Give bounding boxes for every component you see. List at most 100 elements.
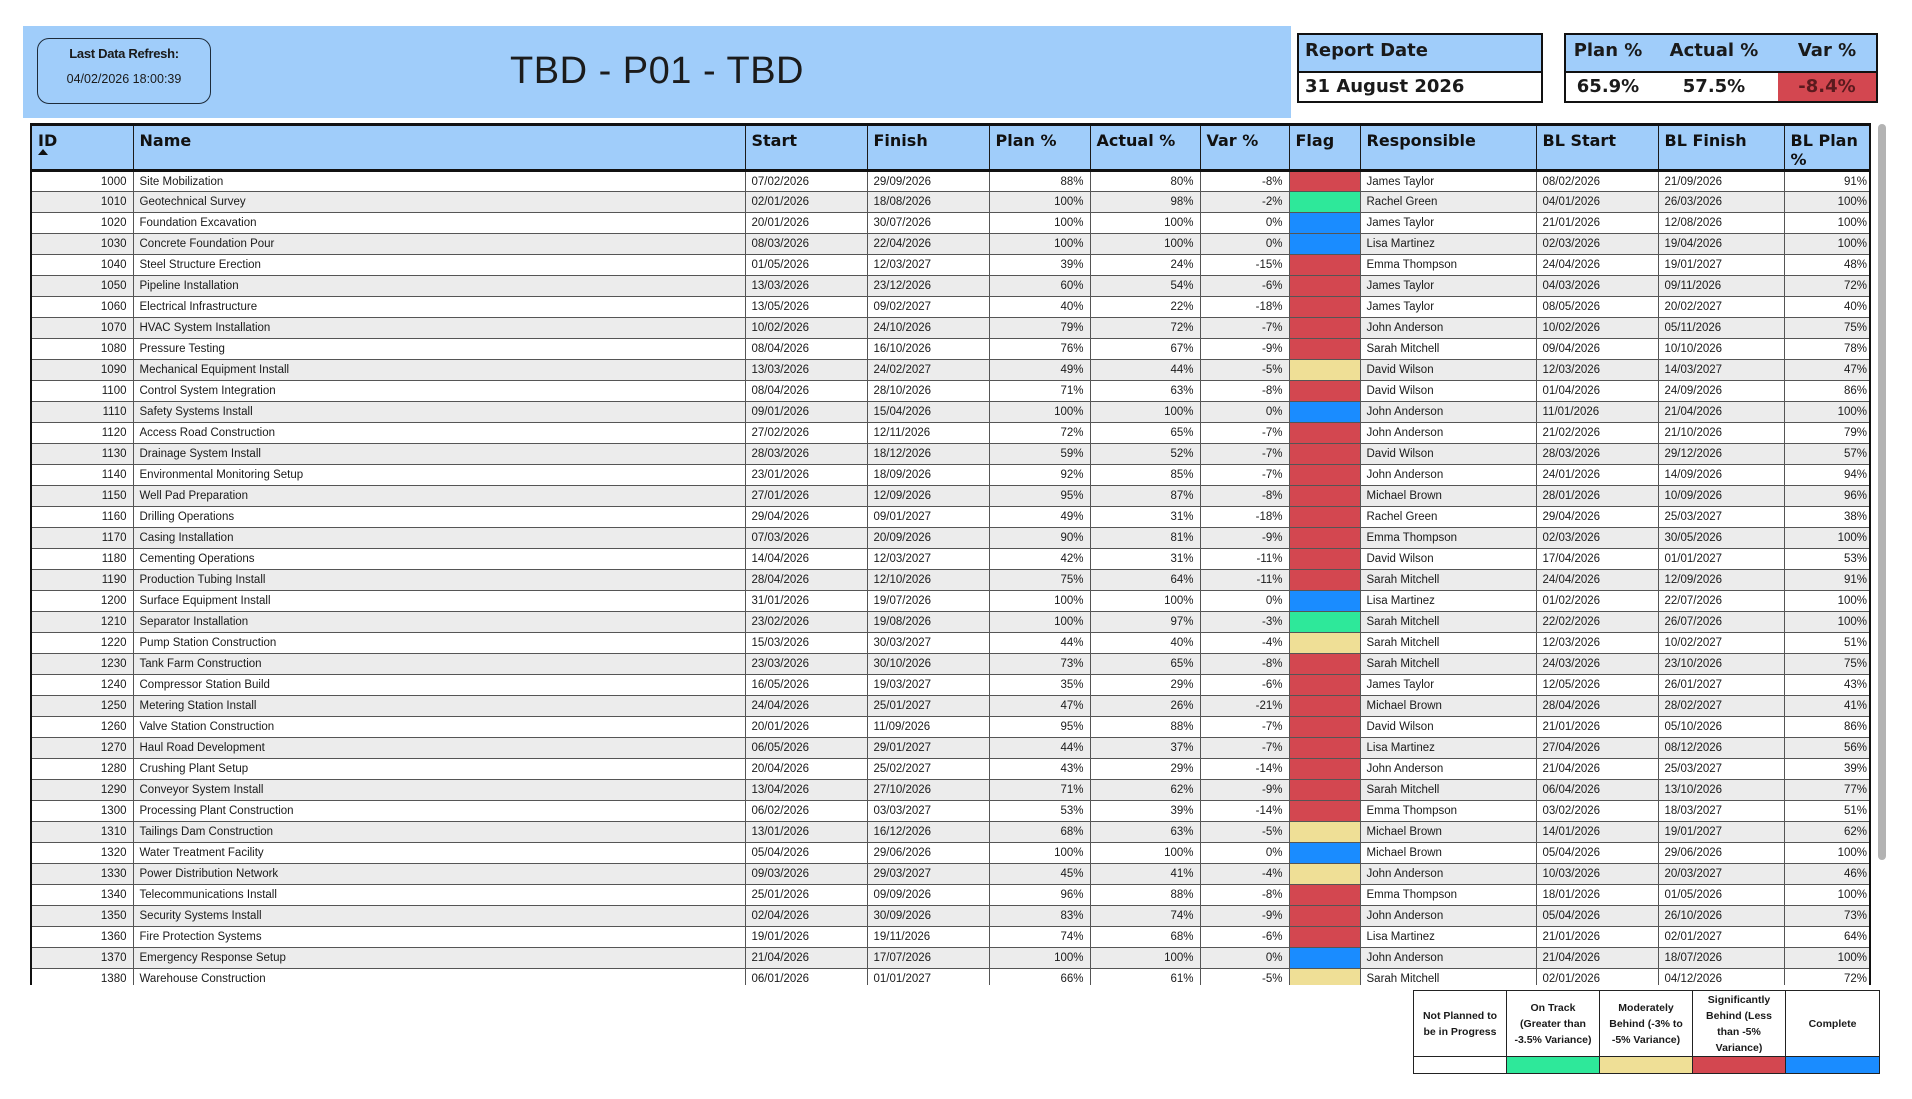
row-bl-plan: 47% xyxy=(1784,359,1869,381)
table-row[interactable]: 1140 Environmental Monitoring Setup 23/01/… xyxy=(32,464,1869,486)
row-bl-start: 28/04/2026 xyxy=(1536,695,1659,717)
table-row[interactable]: 1210 Separator Installation 23/02/2026 19/0… xyxy=(32,611,1869,633)
row-bl-finish: 25/03/2027 xyxy=(1658,758,1785,780)
column-header-flag[interactable]: Flag xyxy=(1289,123,1361,172)
row-start: 07/02/2026 xyxy=(745,170,868,192)
table-row[interactable]: 1170 Casing Installation 07/03/2026 20/09/2… xyxy=(32,527,1869,549)
row-start: 20/04/2026 xyxy=(745,758,868,780)
table-row[interactable]: 1280 Crushing Plant Setup 20/04/2026 25/02/… xyxy=(32,758,1869,780)
table-row[interactable]: 1360 Fire Protection Systems 19/01/2026 19/… xyxy=(32,926,1869,948)
table-row[interactable]: 1150 Well Pad Preparation 27/01/2026 12/09/… xyxy=(32,485,1869,507)
table-row[interactable]: 1230 Tank Farm Construction 23/03/2026 30/1… xyxy=(32,653,1869,675)
column-header-id[interactable]: ID xyxy=(32,123,134,172)
column-header-var[interactable]: Var % xyxy=(1200,123,1290,172)
row-responsible: James Taylor xyxy=(1360,212,1537,234)
row-var: -7% xyxy=(1200,716,1290,738)
table-row[interactable]: 1380 Warehouse Construction 06/01/2026 01/0… xyxy=(32,968,1869,985)
row-start: 02/01/2026 xyxy=(745,191,868,213)
sort-ascending-icon[interactable] xyxy=(38,149,48,155)
status-flag-blue xyxy=(1289,590,1361,612)
table-row[interactable]: 1340 Telecommunications Install 25/01/2026… xyxy=(32,884,1869,906)
status-flag-blue xyxy=(1289,401,1361,423)
column-header-start[interactable]: Start xyxy=(745,123,868,172)
table-row[interactable]: 1090 Mechanical Equipment Install 13/03/20… xyxy=(32,359,1869,381)
table-row[interactable]: 1000 Site Mobilization 07/02/2026 29/09/202… xyxy=(32,170,1869,192)
row-finish: 30/09/2026 xyxy=(867,905,990,927)
row-id: 1180 xyxy=(32,548,134,570)
column-header-name[interactable]: Name xyxy=(133,123,746,172)
table-row[interactable]: 1270 Haul Road Development 06/05/2026 29/01… xyxy=(32,737,1869,759)
row-responsible: Sarah Mitchell xyxy=(1360,779,1537,801)
table-row[interactable]: 1160 Drilling Operations 29/04/2026 09/01/2… xyxy=(32,506,1869,528)
row-bl-finish: 30/05/2026 xyxy=(1658,527,1785,549)
row-var: 0% xyxy=(1200,401,1290,423)
row-id: 1310 xyxy=(32,821,134,843)
table-row[interactable]: 1010 Geotechnical Survey 02/01/2026 18/08/2… xyxy=(32,191,1869,213)
row-finish: 20/09/2026 xyxy=(867,527,990,549)
row-plan: 45% xyxy=(989,863,1091,885)
column-header-responsible[interactable]: Responsible xyxy=(1360,123,1537,172)
table-vertical-scrollbar[interactable] xyxy=(1878,124,1886,860)
table-row[interactable]: 1030 Concrete Foundation Pour 08/03/2026 22… xyxy=(32,233,1869,255)
table-row[interactable]: 1310 Tailings Dam Construction 13/01/2026 1… xyxy=(32,821,1869,843)
row-id: 1270 xyxy=(32,737,134,759)
table-row[interactable]: 1250 Metering Station Install 24/04/2026 25… xyxy=(32,695,1869,717)
row-bl-finish: 19/01/2027 xyxy=(1658,254,1785,276)
row-name: Telecommunications Install xyxy=(133,884,746,906)
row-name: Well Pad Preparation xyxy=(133,485,746,507)
table-row[interactable]: 1180 Cementing Operations 14/04/2026 12/03/… xyxy=(32,548,1869,570)
row-finish: 18/12/2026 xyxy=(867,443,990,465)
table-row[interactable]: 1350 Security Systems Install 02/04/2026 30… xyxy=(32,905,1869,927)
row-bl-start: 27/04/2026 xyxy=(1536,737,1659,759)
row-start: 06/05/2026 xyxy=(745,737,868,759)
row-actual: 61% xyxy=(1090,968,1201,985)
row-finish: 12/11/2026 xyxy=(867,422,990,444)
row-plan: 90% xyxy=(989,527,1091,549)
column-header-bl-start[interactable]: BL Start xyxy=(1536,123,1659,172)
table-row[interactable]: 1370 Emergency Response Setup 21/04/2026 17… xyxy=(32,947,1869,969)
column-header-finish[interactable]: Finish xyxy=(867,123,990,172)
table-row[interactable]: 1200 Surface Equipment Install 31/01/2026 1… xyxy=(32,590,1869,612)
table-row[interactable]: 1260 Valve Station Construction 20/01/2026… xyxy=(32,716,1869,738)
row-actual: 85% xyxy=(1090,464,1201,486)
row-id: 1340 xyxy=(32,884,134,906)
table-row[interactable]: 1060 Electrical Infrastructure 13/05/2026 0… xyxy=(32,296,1869,318)
row-plan: 75% xyxy=(989,569,1091,591)
table-row[interactable]: 1020 Foundation Excavation 20/01/2026 30/07… xyxy=(32,212,1869,234)
table-row[interactable]: 1130 Drainage System Install 28/03/2026 18/… xyxy=(32,443,1869,465)
table-row[interactable]: 1110 Safety Systems Install 09/01/2026 15/0… xyxy=(32,401,1869,423)
table-row[interactable]: 1320 Water Treatment Facility 05/04/2026 29… xyxy=(32,842,1869,864)
table-row[interactable]: 1120 Access Road Construction 27/02/2026 12… xyxy=(32,422,1869,444)
row-id: 1160 xyxy=(32,506,134,528)
table-row[interactable]: 1050 Pipeline Installation 13/03/2026 23/12… xyxy=(32,275,1869,297)
row-bl-finish: 01/01/2027 xyxy=(1658,548,1785,570)
row-bl-finish: 05/10/2026 xyxy=(1658,716,1785,738)
table-row[interactable]: 1100 Control System Integration 08/04/2026… xyxy=(32,380,1869,402)
row-responsible: David Wilson xyxy=(1360,443,1537,465)
row-responsible: David Wilson xyxy=(1360,716,1537,738)
table-row[interactable]: 1080 Pressure Testing 08/04/2026 16/10/2026… xyxy=(32,338,1869,360)
row-id: 1370 xyxy=(32,947,134,969)
row-name: Pump Station Construction xyxy=(133,632,746,654)
column-header-bl-plan[interactable]: BL Plan % xyxy=(1784,123,1869,172)
table-row[interactable]: 1190 Production Tubing Install 28/04/2026 1… xyxy=(32,569,1869,591)
row-id: 1130 xyxy=(32,443,134,465)
row-finish: 19/07/2026 xyxy=(867,590,990,612)
column-header-plan[interactable]: Plan % xyxy=(989,123,1091,172)
row-responsible: Emma Thompson xyxy=(1360,800,1537,822)
table-row[interactable]: 1290 Conveyor System Install 13/04/2026 27/… xyxy=(32,779,1869,801)
row-plan: 53% xyxy=(989,800,1091,822)
table-row[interactable]: 1330 Power Distribution Network 09/03/2026… xyxy=(32,863,1869,885)
column-header-actual[interactable]: Actual % xyxy=(1090,123,1201,172)
table-row[interactable]: 1070 HVAC System Installation 10/02/2026 24… xyxy=(32,317,1869,339)
row-bl-finish: 09/11/2026 xyxy=(1658,275,1785,297)
status-flag-yellow xyxy=(1289,863,1361,885)
table-row[interactable]: 1040 Steel Structure Erection 01/05/2026 12… xyxy=(32,254,1869,276)
status-flag-blue xyxy=(1289,212,1361,234)
column-header-bl-finish[interactable]: BL Finish xyxy=(1658,123,1785,172)
table-row[interactable]: 1300 Processing Plant Construction 06/02/2… xyxy=(32,800,1869,822)
row-bl-plan: 62% xyxy=(1784,821,1869,843)
table-row[interactable]: 1220 Pump Station Construction 15/03/2026 3… xyxy=(32,632,1869,654)
row-bl-finish: 29/06/2026 xyxy=(1658,842,1785,864)
table-row[interactable]: 1240 Compressor Station Build 16/05/2026 19… xyxy=(32,674,1869,696)
